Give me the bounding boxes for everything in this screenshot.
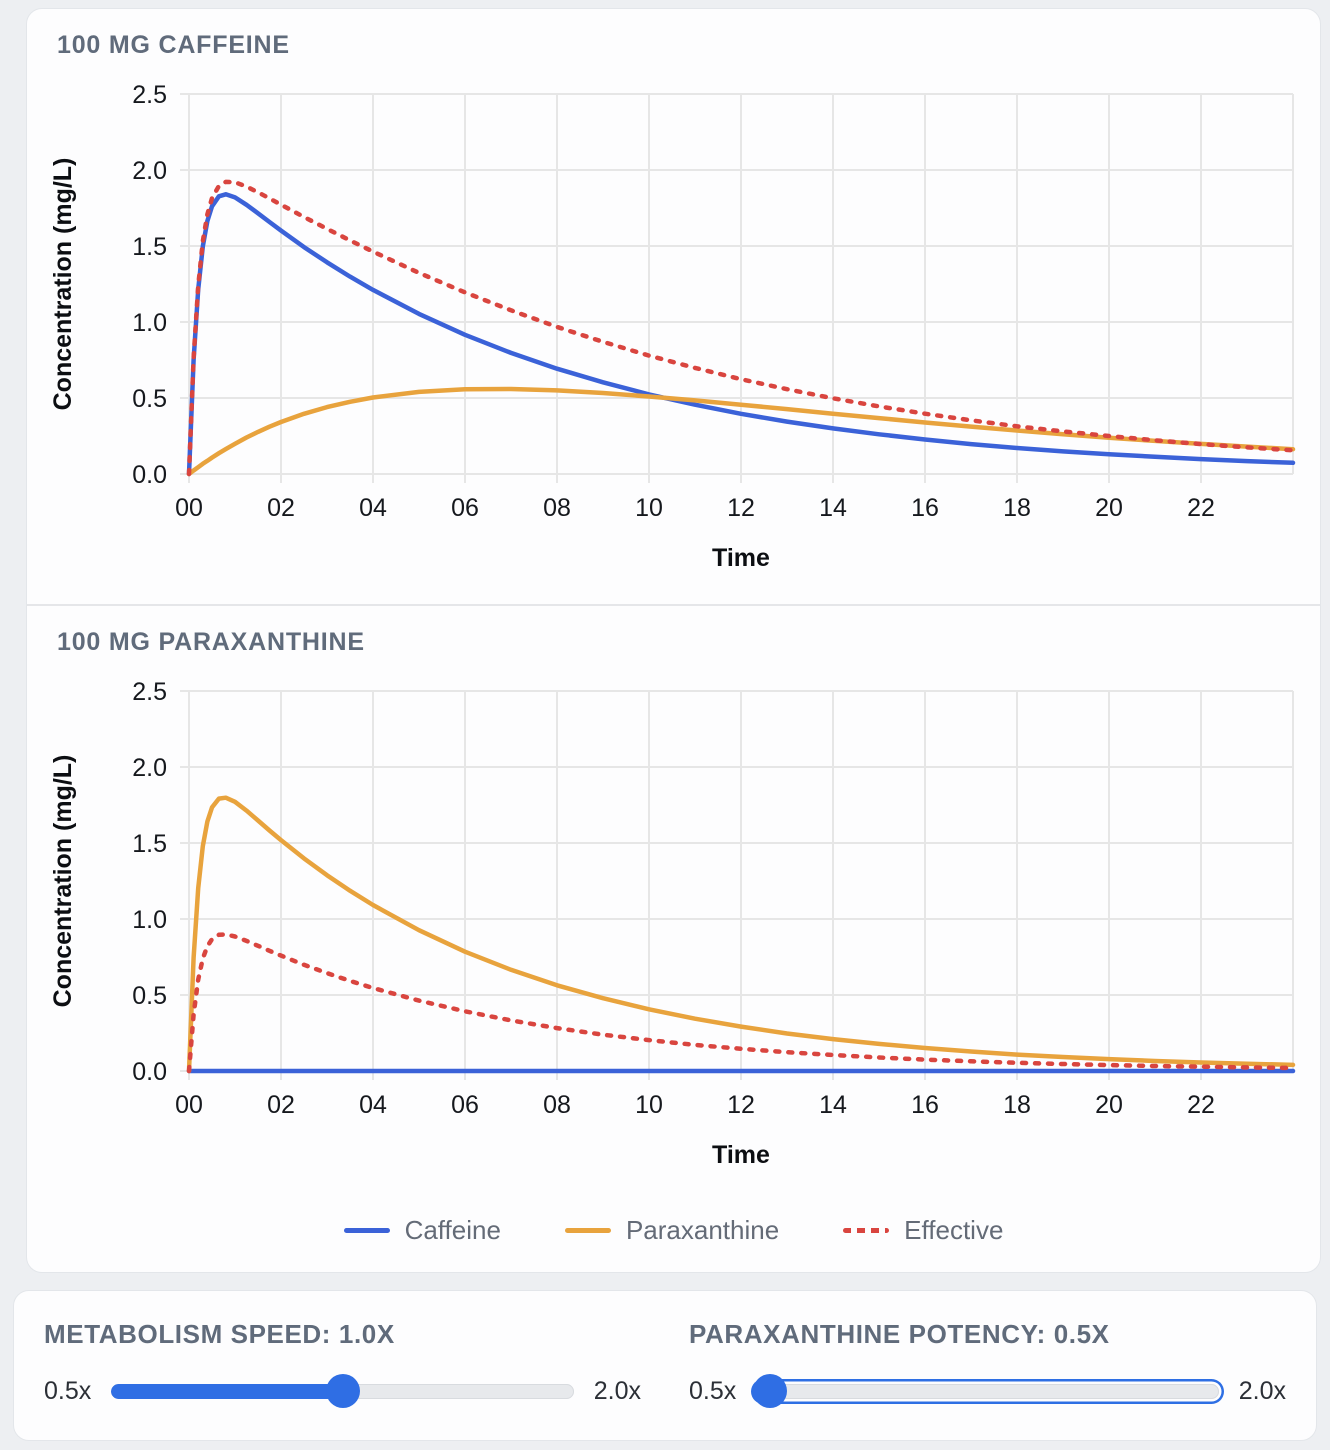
y-tick-label: 0.0 <box>132 461 167 489</box>
x-tick-label: 14 <box>819 494 847 522</box>
effective-line-swatch <box>843 1228 890 1233</box>
x-tick-label: 04 <box>359 1091 387 1119</box>
caffeine-chart-title: 100 MG CAFFEINE <box>57 31 290 59</box>
x-tick-label: 00 <box>175 1091 203 1119</box>
x-axis-title: Time <box>712 1141 770 1169</box>
controls-panel: METABOLISM SPEED: 1.0X 0.5x 2.0x PARAXAN… <box>13 1290 1317 1441</box>
y-tick-label: 2.0 <box>132 754 167 782</box>
metabolism-slider-thumb[interactable] <box>325 1374 360 1408</box>
y-tick-label: 0.0 <box>132 1058 167 1086</box>
paraxanthine-potency-slider[interactable] <box>753 1374 1219 1408</box>
x-tick-label: 08 <box>543 1091 571 1119</box>
x-tick-label: 18 <box>1003 494 1031 522</box>
legend-item-caffeine: Caffeine <box>343 1215 501 1246</box>
potency-slider-row: 0.5x 2.0x <box>689 1374 1286 1408</box>
paraxanthine-potency-control: PARAXANTHINE POTENCY: 0.5X 0.5x 2.0x <box>689 1319 1286 1408</box>
metabolism-speed-control: METABOLISM SPEED: 1.0X 0.5x 2.0x <box>44 1319 641 1408</box>
y-tick-label: 1.5 <box>132 830 167 858</box>
metabolism-speed-heading: METABOLISM SPEED: 1.0X <box>44 1319 395 1349</box>
metabolism-speed-slider[interactable] <box>111 1374 574 1408</box>
y-tick-label: 2.5 <box>132 81 167 109</box>
charts-card: 100 MG CAFFEINE 0.0 0.5 1.0 1.5 2.0 2.5 00 02 04… <box>26 8 1321 1273</box>
legend-label-effective: Effective <box>904 1215 1004 1245</box>
chart-legend: Caffeine Paraxanthine Effective <box>27 1201 1320 1272</box>
paraxanthine-potency-heading: PARAXANTHINE POTENCY: 0.5X <box>689 1319 1110 1349</box>
potency-slider-track[interactable] <box>756 1383 1219 1399</box>
x-tick-label: 10 <box>635 494 663 522</box>
metabolism-slider-fill <box>111 1383 343 1399</box>
paraxanthine-line <box>186 386 1296 477</box>
y-tick-label: 1.5 <box>132 233 167 261</box>
legend-item-effective: Effective <box>843 1215 1003 1246</box>
metabolism-max-label: 2.0x <box>593 1376 641 1405</box>
effective-line <box>186 179 1296 477</box>
x-tick-label: 10 <box>635 1091 663 1119</box>
x-tick-label: 06 <box>451 1091 479 1119</box>
legend-label-paraxanthine: Paraxanthine <box>625 1215 780 1245</box>
x-tick-label: 20 <box>1095 494 1123 522</box>
potency-min-label: 0.5x <box>689 1376 737 1405</box>
x-tick-label: 12 <box>727 1091 755 1119</box>
x-tick-label: 12 <box>727 494 755 522</box>
potency-max-label: 2.0x <box>1238 1376 1286 1405</box>
x-tick-label: 02 <box>267 494 295 522</box>
x-axis-title: Time <box>712 544 770 572</box>
y-axis-title: Concentration (mg/L) <box>49 755 77 1008</box>
paraxanthine-line <box>186 795 1296 1074</box>
legend-item-paraxanthine: Paraxanthine <box>564 1215 780 1246</box>
section-divider <box>27 604 1320 606</box>
metabolism-slider-track[interactable] <box>111 1383 574 1399</box>
caffeine-chart: 0.0 0.5 1.0 1.5 2.0 2.5 00 02 04 06 08 10 12 14 16 18 20… <box>49 81 1296 572</box>
potency-slider-thumb[interactable] <box>753 1374 788 1408</box>
paraxanthine-chart: 0.0 0.5 1.0 1.5 2.0 2.5 00 02 04 06 08 10 12 14 16 18 20… <box>49 678 1296 1169</box>
y-tick-label: 2.5 <box>132 678 167 706</box>
metabolism-min-label: 0.5x <box>44 1376 92 1405</box>
x-tick-label: 14 <box>819 1091 847 1119</box>
x-tick-label: 00 <box>175 494 203 522</box>
caffeine-chart-section: 100 MG CAFFEINE 0.0 0.5 1.0 1.5 2.0 2.5 00 02 04… <box>27 9 1320 604</box>
paraxanthine-chart-section: 100 MG PARAXANTHINE 0.0 0.5 1.0 1.5 2.0 2.5 00… <box>27 606 1320 1201</box>
effective-line <box>186 932 1296 1074</box>
x-tick-label: 18 <box>1003 1091 1031 1119</box>
x-tick-label: 02 <box>267 1091 295 1119</box>
x-tick-label: 04 <box>359 494 387 522</box>
x-tick-label: 20 <box>1095 1091 1123 1119</box>
legend-label-caffeine: Caffeine <box>404 1215 501 1245</box>
caffeine-line <box>186 192 1296 477</box>
y-tick-label: 0.5 <box>132 982 167 1010</box>
x-tick-label: 22 <box>1187 494 1215 522</box>
y-tick-label: 0.5 <box>132 385 167 413</box>
y-axis-title: Concentration (mg/L) <box>49 158 77 411</box>
x-tick-label: 16 <box>911 1091 939 1119</box>
y-tick-label: 2.0 <box>132 157 167 185</box>
x-tick-label: 06 <box>451 494 479 522</box>
caffeine-line-swatch <box>343 1228 390 1233</box>
x-tick-label: 16 <box>911 494 939 522</box>
paraxanthine-line-swatch <box>564 1228 611 1233</box>
x-tick-label: 08 <box>543 494 571 522</box>
y-tick-label: 1.0 <box>132 309 167 337</box>
paraxanthine-chart-title: 100 MG PARAXANTHINE <box>57 628 365 656</box>
metabolism-slider-row: 0.5x 2.0x <box>44 1374 641 1408</box>
x-tick-label: 22 <box>1187 1091 1215 1119</box>
y-tick-label: 1.0 <box>132 906 167 934</box>
